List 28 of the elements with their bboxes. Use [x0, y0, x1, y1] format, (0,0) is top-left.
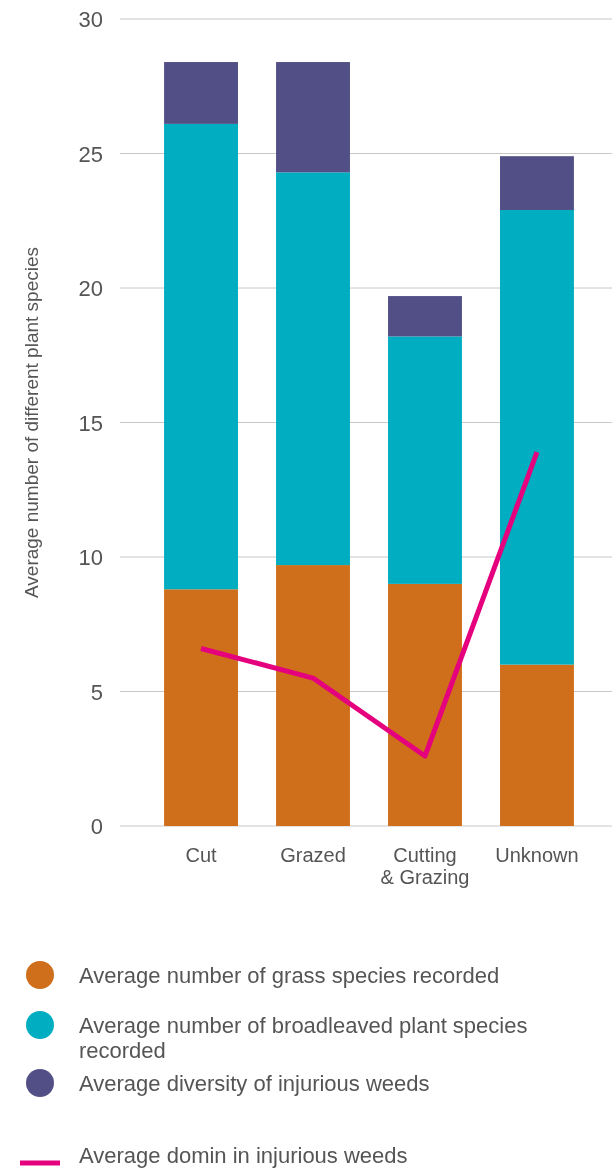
legend-label: Average domin in injurious weeds [79, 1143, 408, 1168]
bar [388, 336, 462, 584]
legend-label: Average diversity of injurious weeds [79, 1071, 430, 1096]
bar [164, 62, 238, 124]
bar [500, 209, 574, 665]
legend-label: Average number of broadleaved plant species recorded [79, 1013, 528, 1063]
x-tick-label: Cutting & Grazing [380, 844, 470, 888]
y-tick-label: 10 [78, 545, 103, 570]
y-axis-title: Average number of different plant species [21, 246, 42, 599]
y-tick-label: 5 [90, 679, 103, 705]
legend-label: Average number of grass species recorded [79, 963, 500, 988]
bar [276, 565, 350, 826]
y-tick-label: 0 [90, 814, 103, 839]
bar [500, 156, 574, 210]
x-tick-label: Cut [185, 844, 218, 866]
y-tick-label: 30 [78, 7, 103, 32]
bar [164, 589, 238, 826]
x-tick-label: Grazed [280, 844, 346, 866]
bar [276, 172, 350, 566]
bar [500, 664, 574, 826]
y-tick-label: 25 [78, 141, 103, 167]
bar [388, 296, 462, 337]
bar [276, 62, 350, 173]
y-tick-label: 15 [78, 410, 103, 436]
bar [388, 583, 462, 826]
y-tick-label: 20 [78, 276, 103, 301]
bar [164, 123, 238, 590]
x-tick-label: Unknown [495, 844, 579, 866]
